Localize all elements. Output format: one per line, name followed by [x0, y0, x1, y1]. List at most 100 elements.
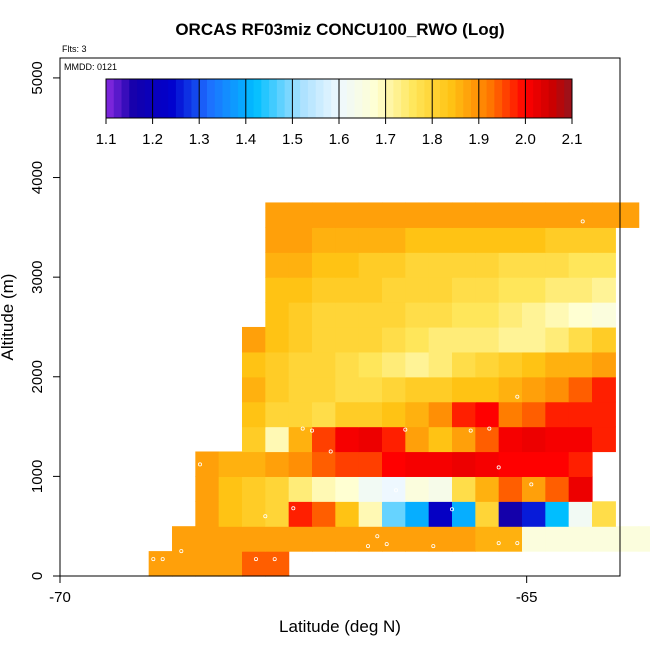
- heatmap-cell: [545, 476, 570, 502]
- y-tick-label: 2000: [29, 360, 46, 393]
- colorbar-tick-label: 1.9: [468, 131, 489, 148]
- heatmap-cell: [405, 302, 430, 328]
- heatmap-cell: [498, 202, 523, 228]
- heatmap-cell: [358, 451, 383, 477]
- heatmap-cell: [265, 376, 290, 403]
- heatmap-cell: [288, 277, 313, 303]
- heatmap-cell: [592, 227, 616, 253]
- heatmap-cell: [522, 202, 546, 228]
- colorbar-segment: [191, 79, 200, 118]
- heatmap-cell: [335, 351, 360, 378]
- heatmap-cell: [405, 426, 430, 453]
- colorbar-segment: [556, 79, 565, 118]
- heatmap-cell: [475, 227, 500, 253]
- heatmap-cell: [405, 501, 430, 527]
- heatmap-cell: [312, 202, 336, 228]
- heatmap-cell: [288, 451, 313, 477]
- heatmap-cell: [475, 326, 500, 353]
- colorbar-segment: [439, 79, 449, 118]
- colorbar-segment: [152, 79, 161, 118]
- heatmap-cell: [475, 202, 500, 228]
- flight-point: [375, 534, 380, 539]
- y-axis-label: Altitude (m): [0, 274, 17, 361]
- heatmap-cell: [452, 426, 476, 453]
- heatmap-cell: [452, 252, 476, 278]
- heatmap-cell: [498, 351, 523, 378]
- colorbar-segment: [463, 79, 472, 118]
- heatmap-cell: [335, 476, 360, 502]
- heatmap-cell: [592, 376, 616, 403]
- heatmap-cell: [335, 376, 360, 403]
- heatmap-cell: [405, 451, 430, 477]
- heatmap-cell: [475, 526, 500, 552]
- y-tick-label: 5000: [29, 61, 46, 94]
- y-tick-label: 3000: [29, 260, 46, 293]
- heatmap-cell: [568, 252, 593, 278]
- heatmap-cell: [568, 376, 593, 403]
- flight-point: [365, 544, 370, 549]
- colorbar-segment: [346, 79, 356, 118]
- heatmap-cell: [522, 376, 546, 403]
- colorbar-segment: [331, 79, 340, 118]
- heatmap-cell: [498, 426, 523, 453]
- flight-point: [393, 488, 398, 493]
- heatmap-cell: [382, 401, 406, 428]
- heatmap-cell: [428, 376, 453, 403]
- colorbar-segment: [238, 79, 247, 118]
- heatmap-cell: [498, 302, 523, 328]
- heatmap-cell: [452, 302, 476, 328]
- heatmap-cell: [382, 227, 406, 253]
- heatmap-cell: [265, 202, 290, 228]
- heatmap-cell: [452, 451, 476, 477]
- heatmap-cell: [568, 326, 593, 353]
- heatmap-cell: [218, 476, 243, 502]
- heatmap-cell: [312, 451, 336, 477]
- heatmap-cell: [615, 202, 640, 228]
- heatmap-cell: [312, 376, 336, 403]
- heatmap-cell: [568, 426, 593, 453]
- heatmap-cell: [405, 277, 430, 303]
- heatmap-cell: [452, 351, 476, 378]
- colorbar-segment: [129, 79, 138, 118]
- heatmap-cell: [312, 501, 336, 527]
- heatmap-cell: [522, 426, 546, 453]
- heatmap-cell: [358, 277, 383, 303]
- colorbar-tick-label: 1.4: [235, 131, 256, 148]
- heatmap-cell: [288, 351, 313, 378]
- colorbar-segment: [455, 79, 464, 118]
- heatmap-cell: [475, 451, 500, 477]
- colorbar-segment: [292, 79, 301, 118]
- heatmap-cell: [242, 501, 266, 527]
- heatmap-cell: [265, 401, 290, 428]
- y-tick-label: 0: [29, 572, 46, 580]
- flight-point: [515, 541, 520, 546]
- heatmap-cell: [452, 227, 476, 253]
- colorbar-segment: [540, 79, 550, 118]
- heatmap-cell: [382, 451, 406, 477]
- colorbar-segment: [106, 79, 115, 118]
- flight-point: [496, 541, 501, 546]
- colorbar-tick-label: 1.6: [329, 131, 350, 148]
- colorbar-segment: [471, 79, 480, 118]
- colorbar-segment: [416, 79, 425, 118]
- heatmap-cell: [498, 451, 523, 477]
- heatmap-cell: [498, 476, 523, 502]
- heatmap-cell: [568, 501, 593, 527]
- colorbar-tick-label: 1.5: [282, 131, 303, 148]
- colorbar-tick-label: 1.2: [142, 131, 163, 148]
- heatmap-cell: [265, 252, 290, 278]
- heatmap-cell: [335, 227, 360, 253]
- heatmap-cell: [428, 202, 453, 228]
- heatmap-cell: [358, 376, 383, 403]
- heatmap-cell: [148, 551, 173, 577]
- flight-point: [496, 465, 501, 470]
- heatmap-cell: [405, 326, 430, 353]
- colorbar-segment: [222, 79, 231, 118]
- heatmap-cell: [358, 326, 383, 353]
- colorbar-segment: [245, 79, 255, 118]
- heatmap-cell: [568, 476, 593, 502]
- heatmap-cell: [405, 252, 430, 278]
- heatmap-cell: [522, 277, 546, 303]
- heatmap-cell: [218, 501, 243, 527]
- heatmap-cell: [382, 501, 406, 527]
